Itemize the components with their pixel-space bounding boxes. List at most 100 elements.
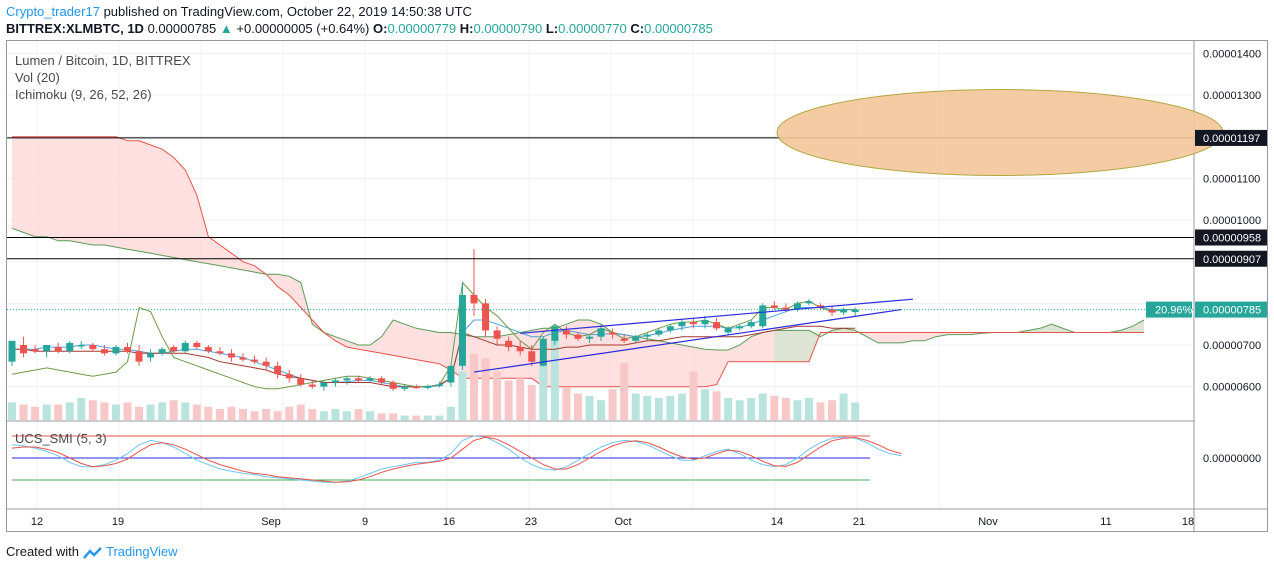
volume-bar <box>770 395 779 420</box>
candle-body <box>366 378 374 381</box>
volume-bar <box>701 389 709 420</box>
candle-body <box>770 305 778 308</box>
volume-bar <box>573 393 582 420</box>
candle-body <box>482 303 490 331</box>
candle-body <box>793 303 801 310</box>
volume-bar <box>192 404 201 420</box>
candle-body <box>632 336 640 341</box>
price-tick-label: 0.00001000 <box>1203 215 1261 227</box>
wedge-lower-line <box>473 308 902 373</box>
time-tick-label: 21 <box>853 516 865 528</box>
volume-bar <box>654 398 663 420</box>
volume-bar <box>504 380 513 420</box>
publish-info: Crypto_trader17 published on TradingView… <box>6 4 472 19</box>
candle-body <box>170 347 178 352</box>
candle-body <box>77 345 85 347</box>
candle-body <box>539 338 547 366</box>
candle-body <box>759 305 767 327</box>
volume-bar <box>712 391 721 420</box>
volume-bar <box>273 411 282 420</box>
candle-body <box>678 322 686 327</box>
candle-body <box>516 347 524 352</box>
candle-body <box>713 322 721 329</box>
candle-body <box>505 340 513 348</box>
time-tick-label: 16 <box>443 516 455 528</box>
volume-bar <box>689 371 698 420</box>
volume-bar <box>146 404 155 420</box>
candle-body <box>251 359 259 362</box>
time-tick-label: 18 <box>1182 516 1194 528</box>
volume-bar <box>65 402 74 420</box>
volume-bar <box>227 406 236 420</box>
close-label: C: <box>630 21 645 36</box>
candle-body <box>20 345 28 354</box>
time-tick-label: 9 <box>362 516 368 528</box>
volume-bar <box>793 400 802 420</box>
volume-bar <box>342 411 351 420</box>
time-tick-label: 19 <box>112 516 124 528</box>
tradingview-link[interactable]: TradingView <box>106 544 178 559</box>
smi-k-line <box>11 435 902 483</box>
volume-bar <box>181 402 190 420</box>
candle-body <box>620 338 628 341</box>
smi-pane <box>11 435 902 483</box>
candle-body <box>43 345 51 352</box>
volume-bar <box>539 365 548 420</box>
volume-bar <box>423 415 432 420</box>
candle-body <box>597 328 605 337</box>
volume-bar <box>758 393 767 420</box>
volume-bar <box>111 404 120 420</box>
volume-bar <box>816 402 825 420</box>
candle-body <box>551 326 559 341</box>
candle-body <box>828 309 836 313</box>
last-price: 0.00000785 <box>147 21 217 36</box>
volume-bar <box>747 398 756 420</box>
low-label: L: <box>545 21 559 36</box>
candle-body <box>100 349 108 354</box>
candle-body <box>89 345 97 350</box>
kumo-bull-area <box>774 320 1144 362</box>
candle-body <box>308 384 316 387</box>
target-ellipse <box>776 89 1224 176</box>
candle-body <box>147 353 155 358</box>
time-tick-label: Oct <box>614 516 631 528</box>
chart-title: Lumen / Bitcoin, 1D, BITTREX <box>15 53 191 68</box>
close-value: 0.00000785 <box>644 21 713 36</box>
candle-body <box>424 385 432 388</box>
change-text: +0.00000005 (+0.64%) <box>236 21 370 36</box>
candle-body <box>66 342 74 352</box>
candle-body <box>689 322 697 325</box>
pct-badge-label: 20.96% <box>1155 305 1193 317</box>
volume-bar <box>839 393 848 420</box>
created-with-text: Created with <box>6 544 79 559</box>
candle-body <box>805 301 813 304</box>
level-badge-label: 0.00000907 <box>1203 254 1261 266</box>
candle-body <box>112 347 120 354</box>
candle-body <box>655 330 663 335</box>
up-arrow-icon: ▲ <box>219 21 233 36</box>
volume-bar <box>296 404 305 420</box>
volume-bar <box>781 398 790 420</box>
time-tick-label: 11 <box>1100 516 1111 528</box>
volume-bar <box>585 395 594 420</box>
open-value: 0.00000779 <box>387 21 457 36</box>
candle-body <box>320 382 328 387</box>
author-link[interactable]: Crypto_trader17 <box>6 4 100 19</box>
volume-bar <box>77 398 86 420</box>
candle-body <box>216 351 224 354</box>
candle-body <box>458 295 466 366</box>
price-tick-label: 0.00000700 <box>1203 340 1261 352</box>
candle-body <box>262 361 270 366</box>
volume-bar <box>88 400 97 420</box>
candle-body <box>574 334 582 339</box>
candle-body <box>135 351 143 362</box>
volume-bar <box>493 371 502 420</box>
wedge-upper-line <box>520 298 913 334</box>
ohlc-header: BITTREX:XLMBTC, 1D 0.00000785 ▲ +0.00000… <box>6 21 713 36</box>
candle-body <box>435 384 443 387</box>
volume-bar <box>19 404 28 420</box>
volume-bar <box>677 393 686 420</box>
candle-body <box>401 386 409 389</box>
price-axis: 0.00001400 0.00001300 0.00001100 0.00001000… <box>1146 48 1267 465</box>
